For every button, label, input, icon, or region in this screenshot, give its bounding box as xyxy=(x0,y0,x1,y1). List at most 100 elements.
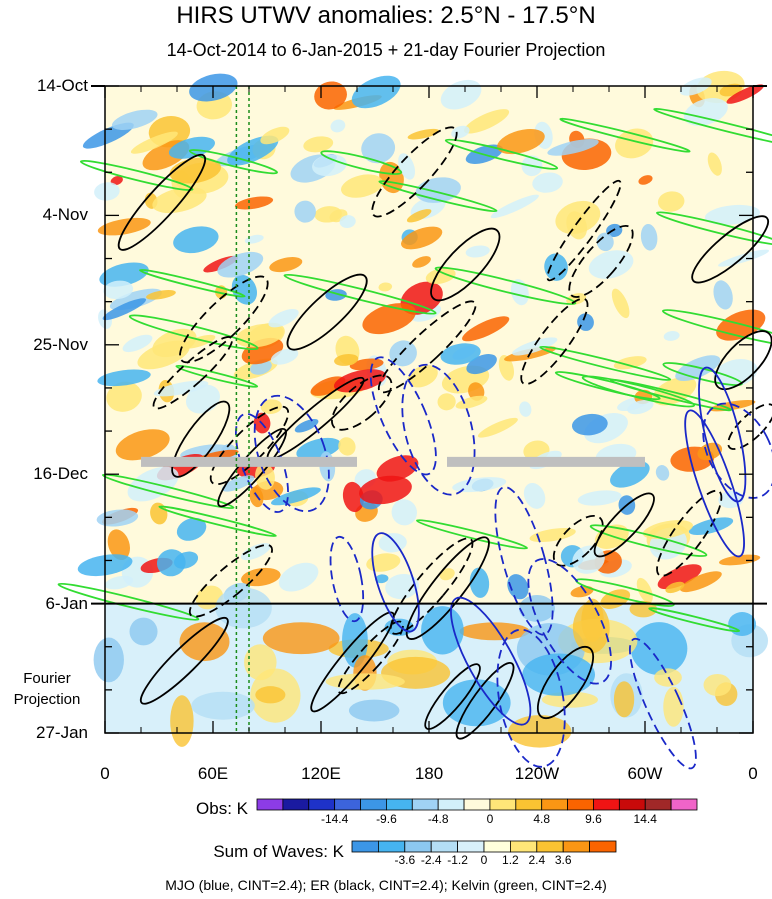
projection-blob xyxy=(629,600,658,618)
anomaly-blob xyxy=(137,340,190,370)
anomaly-blob xyxy=(657,191,685,212)
anomaly-blob xyxy=(99,262,149,287)
kelvin-contour xyxy=(656,211,772,246)
kelvin-contour xyxy=(378,180,498,213)
anomaly-blob xyxy=(96,509,139,527)
kelvin-contour xyxy=(609,378,732,412)
mjo-contour xyxy=(234,412,289,513)
projection-blob xyxy=(572,602,610,654)
kelvin-contour xyxy=(57,582,200,621)
anomaly-blob xyxy=(260,399,282,414)
projection-blob xyxy=(179,622,230,662)
kelvin-contour xyxy=(581,375,696,408)
anomaly-blob xyxy=(398,153,416,180)
wave-colorbar-tick-label: 1.2 xyxy=(502,853,519,867)
anomaly-blob xyxy=(425,267,456,284)
obs-colorbar-swatch xyxy=(515,798,543,811)
anomaly-blob xyxy=(217,251,264,278)
anomaly-blob xyxy=(510,279,529,306)
anomaly-blob xyxy=(376,455,419,482)
anomaly-blob xyxy=(596,232,614,252)
anomaly-blob xyxy=(359,475,412,505)
mjo-contour xyxy=(702,402,772,499)
obs-colorbar-swatch xyxy=(567,798,594,811)
anomaly-blob xyxy=(312,154,347,177)
obs-colorbar-swatch xyxy=(308,798,336,811)
y-tick-label: 4-Nov xyxy=(42,205,88,225)
anomaly-blob xyxy=(94,182,120,201)
anomaly-blob xyxy=(378,282,393,292)
wave-colorbar-swatch xyxy=(430,840,459,853)
er-contour xyxy=(310,611,395,713)
wave-colorbar-swatch xyxy=(509,840,538,853)
mjo-contour xyxy=(496,628,566,768)
projection-blob xyxy=(262,622,340,655)
er-contour xyxy=(568,224,634,298)
anomaly-blob xyxy=(663,330,680,341)
anomaly-blob xyxy=(439,568,455,581)
projection-blob xyxy=(630,622,688,676)
mjo-contour xyxy=(684,409,745,558)
wave-colorbar-swatch xyxy=(562,840,591,853)
anomaly-blob xyxy=(349,358,384,371)
anomaly-blob xyxy=(351,75,401,109)
wave-colorbar-tick-label: -1.2 xyxy=(447,853,468,867)
obs-colorbar-swatch xyxy=(541,798,568,811)
er-contour xyxy=(117,153,207,251)
anomaly-blob xyxy=(173,226,219,254)
anomaly-blob xyxy=(507,574,529,600)
projection-blob xyxy=(703,673,732,697)
kelvin-contour xyxy=(101,473,235,510)
projection-blob xyxy=(459,622,530,641)
kelvin-contour xyxy=(589,524,708,557)
obs-colorbar-swatch xyxy=(256,798,284,811)
x-tick-label: 0 xyxy=(100,764,110,783)
kelvin-contour xyxy=(188,149,278,175)
projection-label: Fourier Projection xyxy=(13,670,81,708)
mjo-contour xyxy=(494,486,554,636)
anomaly-blob xyxy=(97,369,151,387)
x-tick-label: 0 xyxy=(748,764,758,783)
anomaly-blob xyxy=(152,186,207,214)
contour-legend-caption: MJO (blue, CINT=2.4); ER (black, CINT=2.… xyxy=(165,877,607,893)
wave-colorbar-tick-label: -2.4 xyxy=(420,853,442,867)
er-contour xyxy=(552,514,604,567)
kelvin-contour xyxy=(416,519,528,550)
x-tick-label: 60W xyxy=(627,764,663,783)
er-contour xyxy=(537,645,594,720)
anomaly-blob xyxy=(707,152,722,176)
wave-colorbar-swatch xyxy=(483,840,511,853)
anomaly-blob xyxy=(106,381,142,412)
obs-colorbar-swatch xyxy=(386,798,413,811)
wave-colorbar-swatch xyxy=(536,840,564,853)
kelvin-contour xyxy=(434,266,577,306)
anomaly-blob xyxy=(176,517,207,541)
er-contour xyxy=(430,227,501,302)
er-contour xyxy=(546,179,622,282)
wave-colorbar-tick-label: 3.6 xyxy=(554,853,572,867)
anomaly-blob xyxy=(571,413,608,436)
kelvin-contour xyxy=(653,107,772,148)
anomaly-blob xyxy=(107,529,130,561)
mjo-contour xyxy=(527,558,612,685)
er-contour xyxy=(714,330,772,391)
kelvin-contour xyxy=(539,345,672,381)
projection-blob xyxy=(442,679,511,727)
anomaly-blob xyxy=(361,133,396,164)
anomaly-blob xyxy=(638,175,653,185)
obs-colorbar-swatch xyxy=(463,798,491,811)
er-contour xyxy=(209,405,290,486)
anomaly-blob xyxy=(440,79,482,110)
kelvin-contour xyxy=(559,117,691,153)
anomaly-blob xyxy=(613,356,647,370)
anomaly-blob xyxy=(339,215,356,229)
projection-blob xyxy=(519,595,555,622)
anomaly-blob xyxy=(577,490,622,506)
kelvin-contour xyxy=(648,607,741,633)
anomaly-blob xyxy=(173,551,199,569)
anomaly-blob xyxy=(314,81,347,110)
anomaly-blob xyxy=(477,417,518,438)
missing-data-band xyxy=(141,456,357,467)
wave-colorbar-tick-label: 0 xyxy=(480,853,488,867)
